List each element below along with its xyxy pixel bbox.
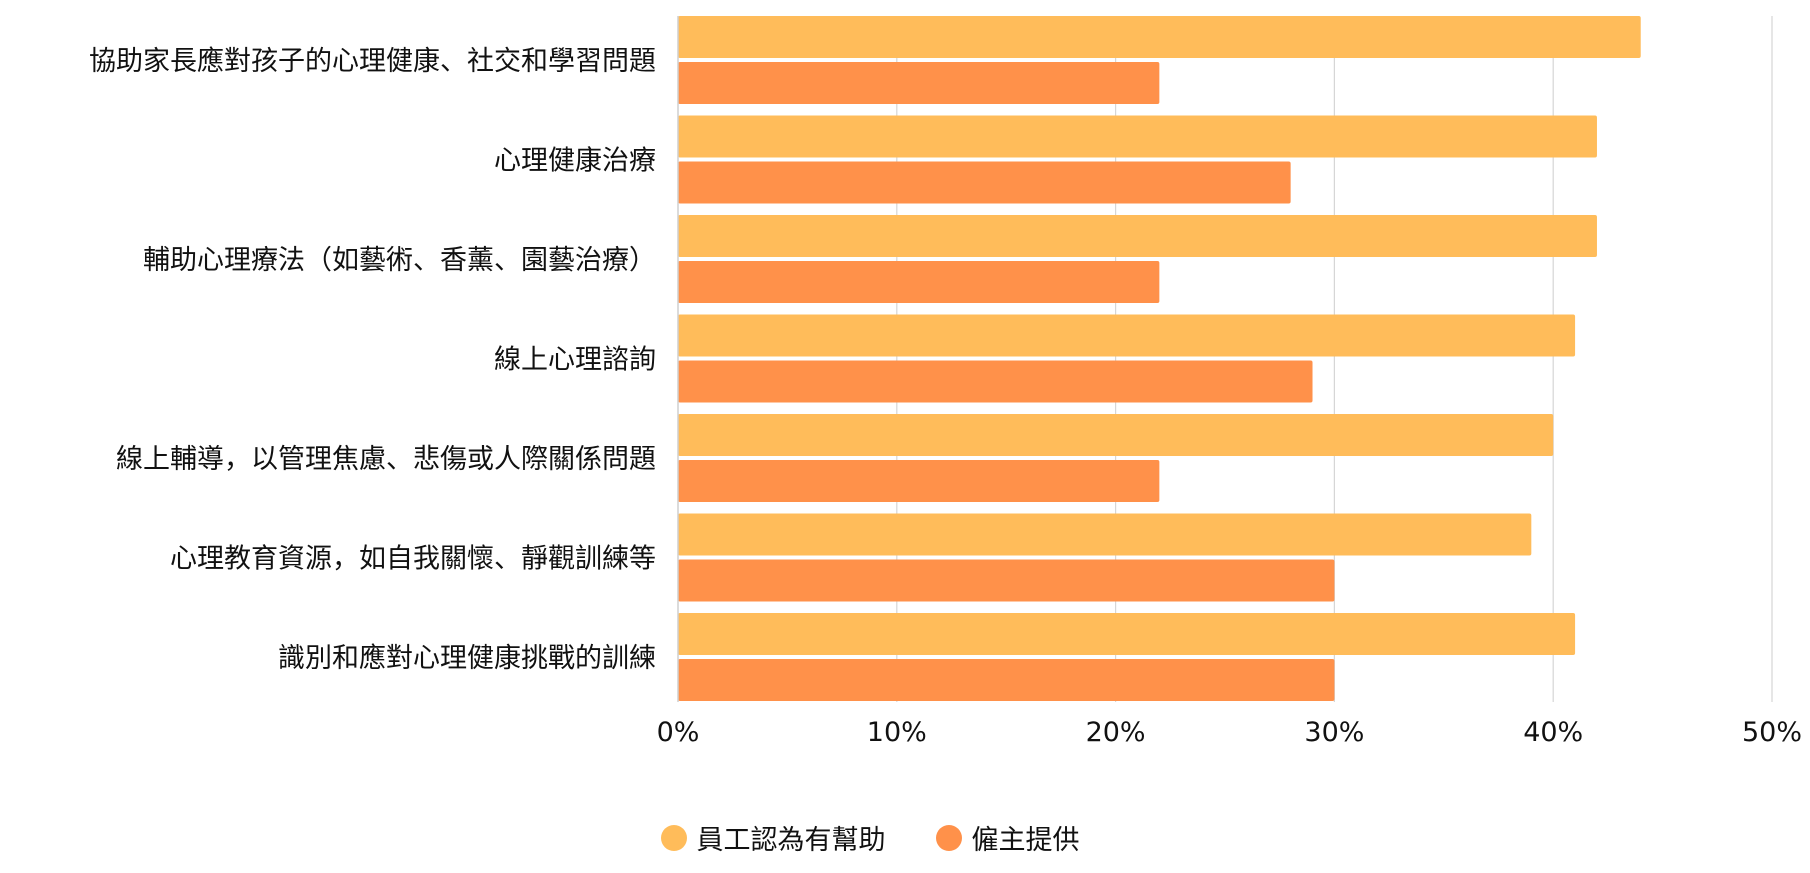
category-label: 協助家長應對孩子的心理健康、社交和學習問題 — [89, 46, 656, 77]
legend: 員工認為有幫助 僱主提供 — [0, 818, 1740, 857]
bar — [678, 414, 1554, 456]
x-tick-label: 20% — [1086, 717, 1146, 748]
bar — [678, 360, 1313, 403]
category-label: 輔助心理療法（如藝術、香薰、園藝治療） — [143, 245, 656, 276]
category-label: 線上輔導，以管理焦慮、悲傷或人際關係問題 — [116, 444, 656, 475]
legend-swatch-employer — [935, 824, 962, 851]
legend-swatch-employee — [660, 824, 687, 851]
legend-label-employee: 員工認為有幫助 — [696, 825, 886, 856]
bars — [678, 16, 1641, 701]
category-labels: 協助家長應對孩子的心理健康、社交和學習問題心理健康治療輔助心理療法（如藝術、香薰… — [89, 46, 656, 674]
x-tick-label: 0% — [657, 717, 700, 748]
category-label: 心理健康治療 — [494, 146, 656, 177]
x-tick-label: 40% — [1523, 717, 1583, 748]
category-label: 心理教育資源，如自我關懷、靜觀訓練等 — [170, 544, 656, 575]
category-label: 識別和應對心理健康挑戰的訓練 — [278, 643, 656, 674]
bar — [678, 215, 1597, 257]
bar — [678, 161, 1291, 204]
bar — [678, 62, 1160, 104]
x-tick-label: 10% — [867, 717, 927, 748]
bar — [678, 559, 1335, 602]
legend-item-employer: 僱主提供 — [935, 818, 1080, 857]
x-tick-label: 30% — [1304, 717, 1364, 748]
bar — [678, 16, 1641, 58]
x-tick-labels: 0% 10% 20% 30% 40% 50% — [657, 717, 1802, 748]
x-tick-label: 50% — [1742, 717, 1802, 748]
bar — [678, 513, 1532, 556]
bar — [678, 261, 1160, 303]
legend-item-employee: 員工認為有幫助 — [660, 818, 886, 857]
bar — [678, 613, 1576, 655]
legend-label-employer: 僱主提供 — [971, 825, 1080, 856]
bar — [678, 314, 1576, 357]
category-label: 線上心理諮詢 — [494, 345, 656, 376]
bar — [678, 115, 1597, 158]
bar — [678, 659, 1335, 701]
bar — [678, 460, 1160, 502]
